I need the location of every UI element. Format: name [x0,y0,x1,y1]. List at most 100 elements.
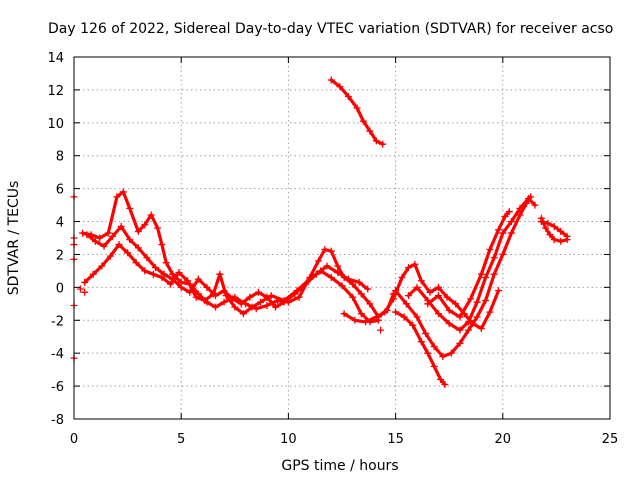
data-point [237,300,245,308]
data-point [154,224,162,232]
axis-ticks: 0 5 10 15 20 25 -8 -6 -4 -2 0 2 4 6 8 10 12 14 [47,51,618,447]
data-point [192,293,200,301]
data-point [79,229,87,237]
data-point [366,127,374,135]
data-point [392,308,400,316]
y-tick-label: 6 [56,183,64,198]
data-point [76,285,84,293]
data-point [447,349,455,357]
data-point [381,308,389,316]
data-point [499,229,507,237]
data-point [203,283,211,291]
data-point [280,298,288,306]
data-point [557,237,565,245]
data-point [411,260,419,268]
data-point [83,231,91,239]
data-point [402,300,410,308]
data-point [134,227,142,235]
data-point [434,310,442,318]
data-point [147,211,155,219]
y-tick-label: -4 [51,347,64,362]
data-point [550,236,558,244]
data-point [109,232,117,240]
data-point [162,259,170,267]
series-track-j [537,214,571,245]
data-point [398,273,406,281]
x-axis-label: GPS time / hours [281,458,398,474]
data-point [295,293,303,301]
y-tick-label: 10 [47,117,64,132]
data-point [312,270,320,278]
data-point [413,283,421,291]
x-tick-label: 20 [495,432,512,447]
data-point [525,195,533,203]
data-point [441,380,449,388]
data-point [338,282,346,290]
data-point [456,339,464,347]
data-point [537,218,545,226]
data-point [424,300,432,308]
data-point [177,283,185,291]
data-point [499,250,507,258]
data-point [437,376,445,384]
data-point [351,316,359,324]
data-point [263,293,271,301]
series-line [329,78,385,146]
data-point [379,140,387,148]
data-point [372,137,380,145]
data-point [132,259,140,267]
data-point [422,329,430,337]
data-point [98,262,106,270]
data-point [490,254,498,262]
data-point [124,249,132,257]
y-tick-label: 14 [47,51,64,66]
data-point [239,310,247,318]
data-point [464,326,472,334]
data-point [357,310,365,318]
series-track-c [83,222,372,311]
data-point [257,298,265,306]
series-track-k [537,218,571,240]
data-point [430,343,438,351]
data-point [389,295,397,303]
data-point [482,297,490,305]
data-point [186,288,194,296]
data-point [409,321,417,329]
data-point [117,222,125,230]
y-tick-label: 4 [56,216,64,231]
y-tick-label: 12 [47,84,64,99]
series-track-b [81,241,382,326]
x-tick-label: 0 [70,432,78,447]
data-series [70,76,571,388]
data-point [184,277,192,285]
data-point [340,310,348,318]
data-point [216,270,224,278]
data-point [359,117,367,125]
y-tick-label: 8 [56,150,64,165]
data-point [477,270,485,278]
data-point [104,229,112,237]
data-point [321,246,329,254]
data-point [169,275,177,283]
data-point [445,306,453,314]
data-point [201,297,209,305]
series-line [394,310,447,386]
data-point [400,313,408,321]
data-point [495,287,503,295]
data-point [344,92,352,100]
data-point [267,292,275,300]
data-point [263,301,271,309]
data-point [490,270,498,278]
data-point [126,236,134,244]
y-tick-label: 2 [56,248,64,263]
data-point [362,318,370,326]
series-line [406,196,537,332]
data-point [334,262,342,270]
x-tick-label: 25 [602,432,619,447]
data-point [445,320,453,328]
series-track-d [327,76,387,148]
data-point [212,303,220,311]
data-point [505,208,513,216]
data-point [501,213,509,221]
x-tick-label: 15 [387,432,404,447]
